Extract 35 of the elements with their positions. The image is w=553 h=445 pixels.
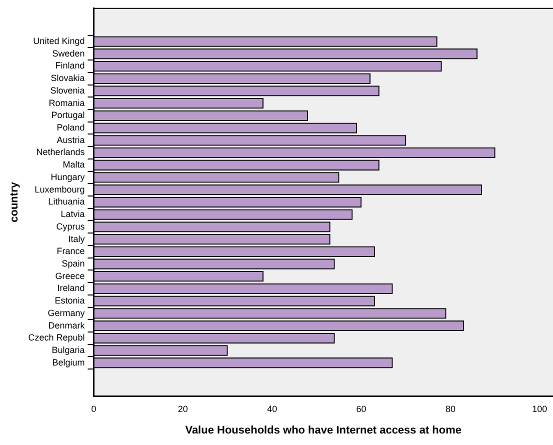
x-axis-title: Value Households who have Internet access at home (185, 424, 462, 436)
y-tick-label: Spain (62, 258, 85, 268)
y-tick-label: Hungary (50, 172, 86, 182)
y-tick-label: Denmark (48, 320, 86, 330)
y-tick-label: Greece (55, 270, 85, 281)
y-tick-label: Slovenia (50, 85, 85, 96)
y-tick-label: Netherlands (36, 147, 86, 158)
y-tick-label: Germany (48, 308, 86, 318)
y-tick-label: Poland (56, 122, 85, 133)
x-tick-label: 0 (91, 404, 96, 414)
y-tick-label: Lithuania (48, 196, 85, 207)
y-tick-label: Ireland (57, 283, 85, 294)
y-tick-label: Finland (55, 60, 85, 71)
y-tick-label: Portugal (51, 110, 85, 120)
y-tick-label: United Kingd (33, 36, 85, 46)
y-tick-label: Luxembourg (34, 184, 85, 194)
y-tick-label: Belgium (52, 357, 85, 368)
x-tick-label: 40 (267, 404, 278, 414)
y-tick-label: Sweden (52, 48, 85, 58)
y-tick-label: Estonia (54, 296, 85, 306)
y-tick-label: Italy (68, 234, 86, 244)
y-tick-label: Austria (56, 134, 85, 145)
y-tick-label: Cyprus (56, 221, 86, 232)
y-tick-label: Romania (48, 98, 85, 108)
y-tick-label: Bulgaria (52, 344, 85, 355)
y-tick-label: Malta (62, 160, 85, 170)
x-tick-label: 60 (356, 404, 366, 414)
x-tick-label: 20 (178, 404, 188, 414)
y-tick-label: Latvia (60, 209, 85, 220)
y-tick-label: Czech Republ (28, 332, 85, 343)
x-tick-label: 100 (532, 404, 548, 414)
y-axis-title: country (8, 181, 21, 222)
y-tick-label: France (56, 246, 85, 256)
y-tick-label: Slovakia (50, 73, 85, 84)
x-tick-label: 80 (445, 404, 456, 414)
